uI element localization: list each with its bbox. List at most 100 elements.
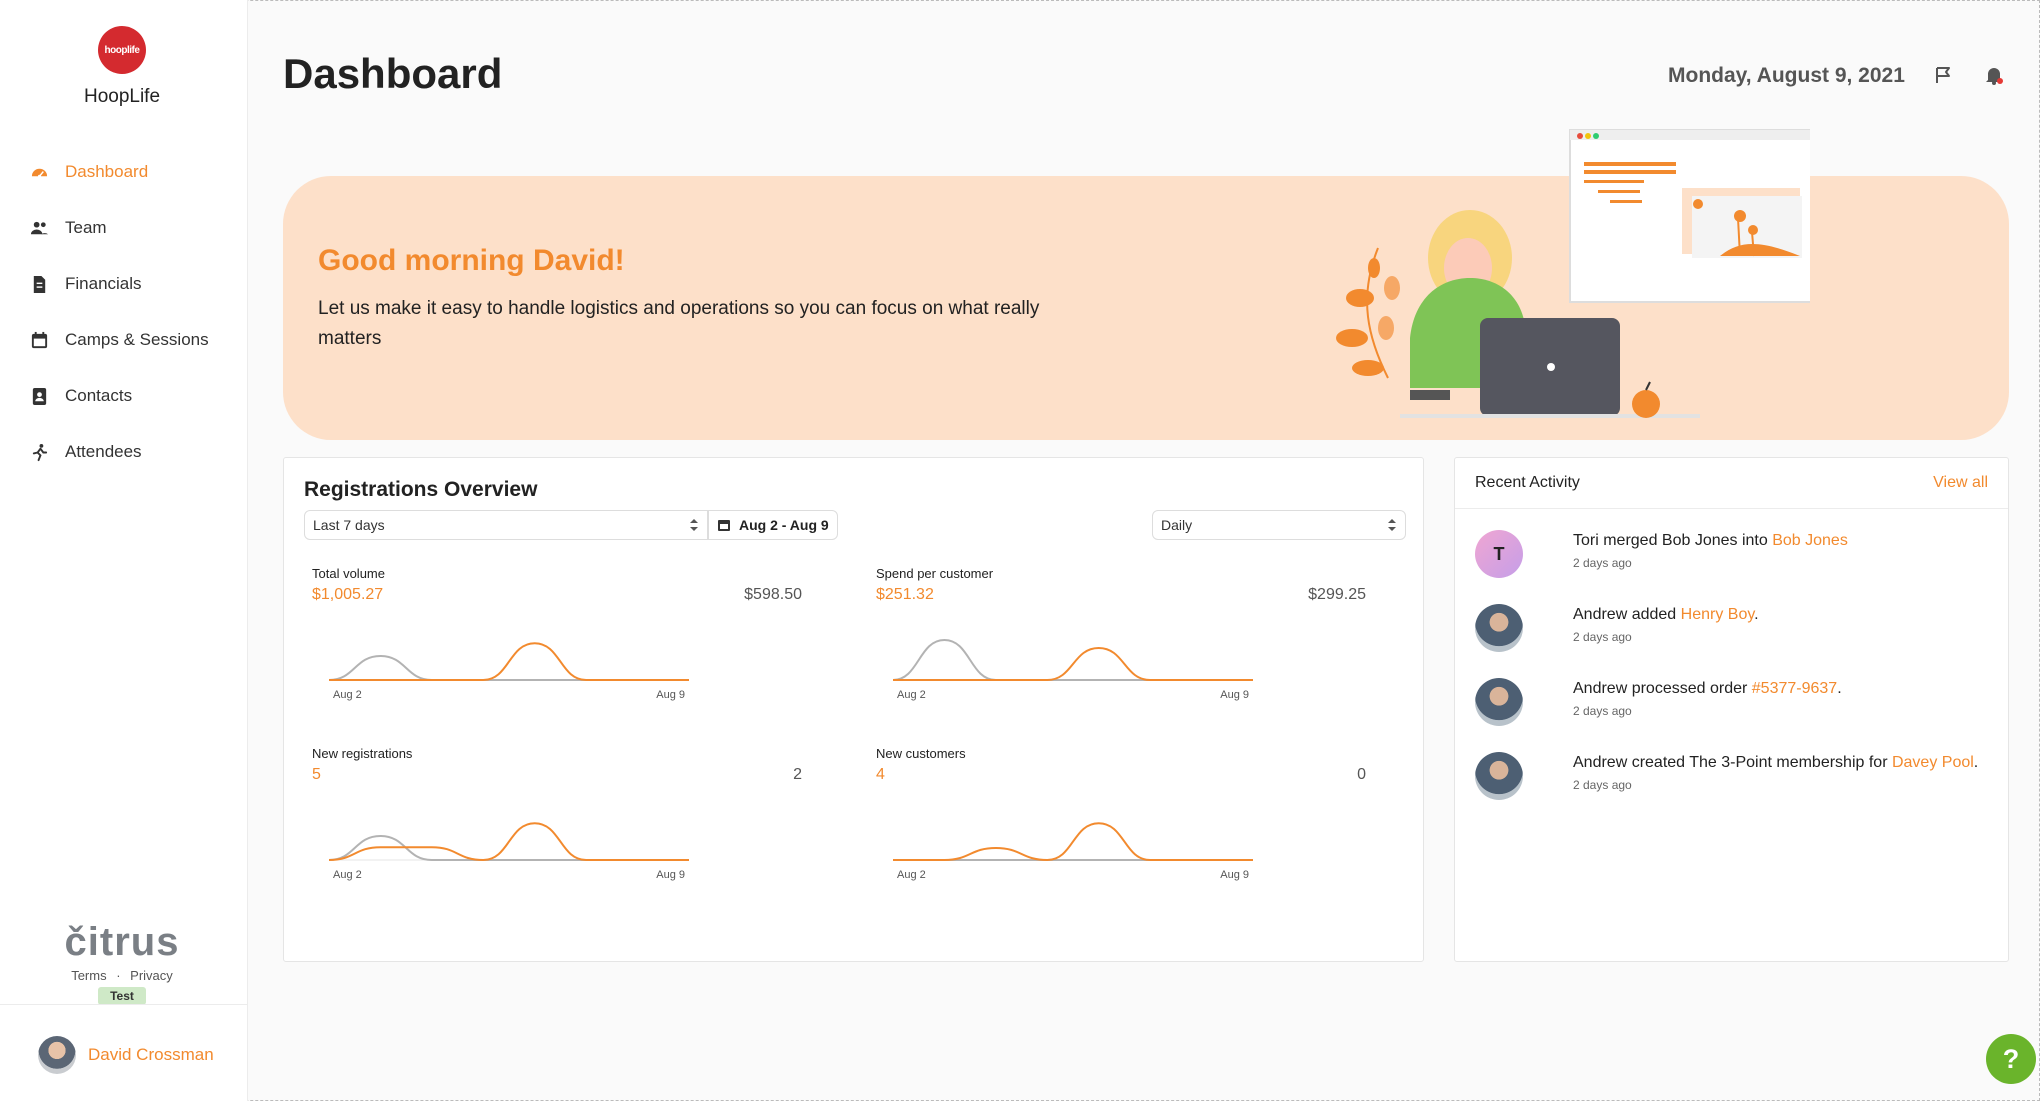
greeting: Good morning David! bbox=[318, 244, 625, 277]
sidebar-item-contacts[interactable]: Contacts bbox=[0, 368, 248, 424]
privacy-link[interactable]: Privacy bbox=[130, 968, 173, 983]
metric-total-volume: Total volume $1,005.27 $598.50 Aug 2 Aug … bbox=[304, 566, 824, 736]
period-select-value: Last 7 days bbox=[313, 517, 385, 533]
announcement-icon[interactable] bbox=[1934, 64, 1956, 86]
activity-text-prefix: Tori merged Bob Jones into bbox=[1573, 532, 1773, 549]
date-range-label: Aug 2 - Aug 9 bbox=[739, 517, 829, 533]
activity-text: Tori merged Bob Jones into Bob Jones bbox=[1573, 532, 1848, 550]
interval-select[interactable]: Daily bbox=[1152, 510, 1406, 540]
x-tick-label: Aug 2 bbox=[897, 689, 926, 701]
sidebar-nav: Dashboard Team Financials Camps & Sessio… bbox=[0, 144, 248, 480]
sidebar-item-attendees[interactable]: Attendees bbox=[0, 424, 248, 480]
metric-previous: 0 bbox=[1357, 766, 1366, 783]
avatar bbox=[1475, 678, 1523, 726]
terms-link[interactable]: Terms bbox=[71, 968, 107, 983]
user-divider bbox=[0, 1004, 248, 1005]
x-tick-label: Aug 9 bbox=[1220, 689, 1249, 701]
page-title: Dashboard bbox=[283, 50, 503, 97]
current-series-line bbox=[328, 822, 689, 862]
metric-value: 5 bbox=[312, 766, 321, 783]
user-profile[interactable]: David Crossman bbox=[38, 1036, 214, 1074]
metric-value: 4 bbox=[876, 766, 885, 783]
activity-link[interactable]: Davey Pool bbox=[1891, 754, 1974, 771]
brand-name: HoopLife bbox=[83, 86, 161, 107]
activity-text-suffix: . bbox=[1973, 754, 1979, 771]
activity-text: Andrew created The 3-Point membership fo… bbox=[1573, 754, 1978, 772]
metric-previous: 2 bbox=[793, 766, 802, 783]
sidebar-item-label: Attendees bbox=[65, 442, 142, 461]
metric-previous: $299.25 bbox=[1308, 586, 1366, 603]
activity-text-suffix: . bbox=[1837, 680, 1842, 697]
citrus-footer: čitrus Terms · Privacy Test bbox=[0, 922, 244, 1005]
metric-chart: Aug 2 Aug 9 bbox=[328, 642, 689, 701]
activity-time: 2 days ago bbox=[1573, 778, 1632, 792]
metric-new-customers: New customers 4 0 Aug 2 Aug 9 bbox=[868, 746, 1388, 916]
activity-link[interactable]: Henry Boy bbox=[1680, 606, 1755, 623]
x-tick-label: Aug 9 bbox=[1220, 869, 1249, 881]
activity-time: 2 days ago bbox=[1573, 704, 1632, 718]
metric-label: New registrations bbox=[312, 746, 413, 761]
help-button[interactable]: ? bbox=[1986, 1034, 2036, 1084]
calendar-icon bbox=[718, 520, 730, 531]
activity-link[interactable]: #5377-9637 bbox=[1751, 680, 1838, 697]
current-series-line bbox=[329, 642, 689, 681]
sidebar-item-financials[interactable]: Financials bbox=[0, 256, 248, 312]
activity-text: Andrew processed order #5377-9637. bbox=[1573, 680, 1842, 698]
environment-badge: Test bbox=[98, 987, 146, 1005]
metric-chart: Aug 2 Aug 9 bbox=[328, 822, 689, 881]
sidebar-item-camps-sessions[interactable]: Camps & Sessions bbox=[0, 312, 248, 368]
avatar: T bbox=[1475, 530, 1523, 578]
view-all-link[interactable]: View all bbox=[1933, 474, 1988, 491]
metric-chart: Aug 2 Aug 9 bbox=[893, 822, 1253, 881]
metric-label: Total volume bbox=[312, 566, 385, 581]
metric-value: $251.32 bbox=[876, 586, 934, 603]
x-tick-label: Aug 9 bbox=[656, 689, 685, 701]
user-name[interactable]: David Crossman bbox=[88, 1045, 214, 1064]
calendar-icon bbox=[31, 331, 48, 348]
activity-item: Andrew created The 3-Point membership fo… bbox=[1475, 752, 1995, 826]
activity-text: Andrew added Henry Boy. bbox=[1573, 606, 1759, 624]
activity-header: Recent Activity View all bbox=[1455, 458, 2008, 509]
bell-icon[interactable] bbox=[1983, 64, 2005, 86]
activity-item: T Tori merged Bob Jones into Bob Jones 2… bbox=[1475, 530, 1995, 604]
metric-label: New customers bbox=[876, 746, 966, 761]
activity-text-prefix: Andrew created The 3-Point membership fo… bbox=[1573, 754, 1892, 771]
x-tick-label: Aug 9 bbox=[656, 869, 685, 881]
brand: hooplife HoopLife bbox=[0, 26, 244, 108]
metric-spend-per-customer: Spend per customer $251.32 $299.25 Aug 2… bbox=[868, 566, 1388, 736]
sidebar-item-label: Camps & Sessions bbox=[65, 330, 209, 349]
activity-link[interactable]: Bob Jones bbox=[1772, 532, 1848, 549]
avatar bbox=[38, 1036, 76, 1074]
team-icon bbox=[30, 221, 49, 234]
brand-logo[interactable]: hooplife bbox=[98, 26, 146, 74]
activity-text-suffix: . bbox=[1754, 606, 1759, 623]
sidebar-item-dashboard[interactable]: Dashboard bbox=[0, 144, 248, 200]
date-range-button[interactable]: Aug 2 - Aug 9 bbox=[708, 510, 838, 540]
x-tick-label: Aug 2 bbox=[897, 869, 926, 881]
sidebar-item-label: Contacts bbox=[65, 386, 133, 405]
current-date: Monday, August 9, 2021 bbox=[1668, 64, 1905, 87]
sidebar: hooplife HoopLife Dashboard Team Financi… bbox=[0, 0, 248, 1101]
footer-links: Terms · Privacy bbox=[0, 968, 244, 983]
metric-previous: $598.50 bbox=[744, 586, 802, 603]
recent-activity-card: Recent Activity View all T Tori merged B… bbox=[1454, 457, 2009, 962]
sidebar-item-team[interactable]: Team bbox=[0, 200, 248, 256]
metric-new-registrations: New registrations 5 2 Aug 2 Aug 9 bbox=[304, 746, 824, 916]
activity-time: 2 days ago bbox=[1573, 556, 1632, 570]
activity-item: Andrew added Henry Boy. 2 days ago bbox=[1475, 604, 1995, 678]
financials-icon bbox=[33, 275, 46, 293]
current-series-line bbox=[893, 822, 1253, 862]
interval-select-value: Daily bbox=[1161, 517, 1193, 533]
chevron-updown-icon bbox=[690, 519, 698, 531]
previous-series-line bbox=[892, 638, 1253, 681]
registrations-title: Registrations Overview bbox=[304, 478, 538, 501]
activity-time: 2 days ago bbox=[1573, 630, 1632, 644]
chevron-updown-icon bbox=[1388, 519, 1396, 531]
current-series-line bbox=[893, 646, 1253, 681]
period-select[interactable]: Last 7 days bbox=[304, 510, 708, 540]
contacts-icon bbox=[32, 387, 47, 405]
hero-illustration bbox=[1336, 129, 1810, 418]
sidebar-item-label: Dashboard bbox=[65, 162, 149, 181]
attendees-icon bbox=[32, 443, 48, 461]
metric-chart: Aug 2 Aug 9 bbox=[892, 638, 1253, 701]
